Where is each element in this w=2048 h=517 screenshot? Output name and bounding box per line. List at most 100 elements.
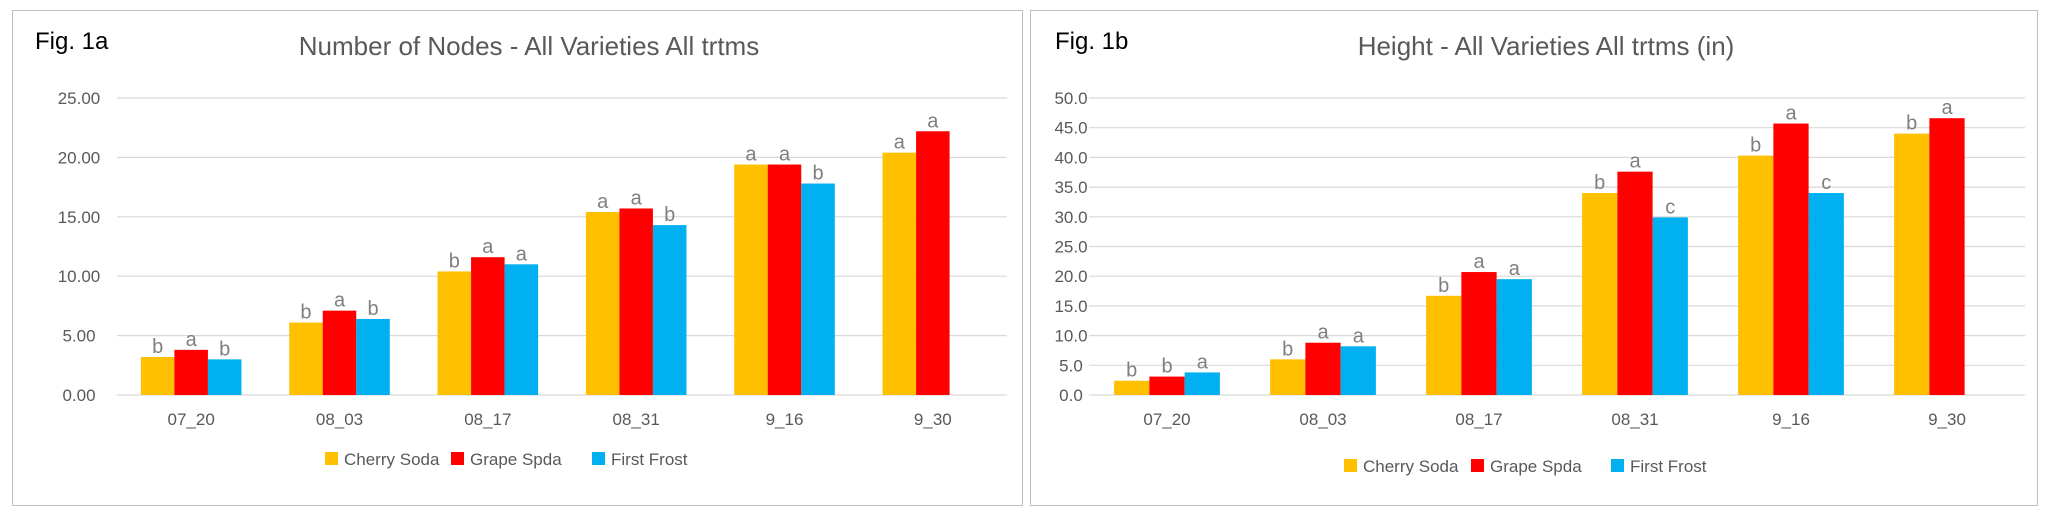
significance-label: a bbox=[597, 191, 609, 213]
significance-label: b bbox=[1750, 135, 1761, 157]
bar-grape-spda bbox=[1305, 342, 1341, 395]
bar-cherry-soda bbox=[1582, 193, 1618, 395]
x-category-label: 9_16 bbox=[1772, 410, 1810, 429]
legend-label: Cherry Soda bbox=[1363, 457, 1459, 476]
significance-label: a bbox=[631, 187, 643, 209]
significance-label: b bbox=[1282, 338, 1293, 360]
bar-cherry-soda bbox=[1114, 380, 1150, 395]
bar-first-frost bbox=[1808, 193, 1844, 395]
bar-cherry-soda bbox=[1426, 295, 1462, 395]
legend-label: Grape Spda bbox=[470, 450, 562, 469]
bar-grape-spda bbox=[916, 131, 950, 395]
y-tick-label: 10.00 bbox=[58, 267, 101, 286]
significance-label: a bbox=[334, 290, 346, 312]
significance-label: a bbox=[1785, 103, 1797, 125]
legend-label: Grape Spda bbox=[1490, 457, 1582, 476]
bar-first-frost bbox=[1184, 372, 1220, 395]
x-category-label: 08_17 bbox=[464, 410, 511, 429]
y-tick-label: 0.0 bbox=[1059, 386, 1083, 405]
legend-swatch bbox=[325, 452, 338, 465]
y-tick-label: 0.00 bbox=[62, 386, 95, 405]
x-category-label: 07_20 bbox=[168, 410, 215, 429]
x-category-label: 9_16 bbox=[766, 410, 804, 429]
significance-label: a bbox=[1509, 258, 1521, 280]
bar-first-frost bbox=[1496, 279, 1532, 395]
significance-label: a bbox=[1629, 151, 1641, 173]
bar-grape-spda bbox=[767, 164, 802, 395]
bar-grape-spda bbox=[1149, 376, 1185, 395]
significance-label: b bbox=[449, 250, 460, 272]
significance-label: b bbox=[300, 302, 311, 324]
significance-label: a bbox=[1941, 97, 1953, 119]
bar-cherry-soda bbox=[734, 164, 768, 395]
y-tick-label: 25.00 bbox=[58, 89, 101, 108]
significance-label: b bbox=[1126, 360, 1137, 382]
bar-first-frost bbox=[801, 183, 835, 395]
legend-swatch bbox=[451, 452, 464, 465]
significance-label: a bbox=[482, 236, 494, 258]
legend-swatch bbox=[1471, 459, 1484, 472]
bar-cherry-soda bbox=[1270, 359, 1306, 395]
significance-label: a bbox=[779, 144, 791, 166]
significance-label: b bbox=[1906, 113, 1917, 135]
significance-label: a bbox=[745, 144, 757, 166]
bar-first-frost bbox=[356, 318, 390, 395]
legend-label: First Frost bbox=[611, 450, 688, 469]
figure-label: Fig. 1b bbox=[1055, 28, 1128, 55]
y-tick-label: 5.0 bbox=[1059, 356, 1083, 375]
significance-label: a bbox=[1197, 351, 1209, 373]
x-category-label: 08_17 bbox=[1455, 410, 1502, 429]
significance-label: c bbox=[1821, 172, 1831, 194]
x-category-label: 07_20 bbox=[1143, 410, 1190, 429]
bar-cherry-soda bbox=[585, 212, 620, 395]
significance-label: b bbox=[219, 338, 230, 360]
y-tick-label: 50.0 bbox=[1054, 89, 1087, 108]
chart-title: Number of Nodes - All Varieties All trtm… bbox=[299, 31, 759, 61]
significance-label: a bbox=[894, 132, 906, 154]
chart-title: Height - All Varieties All trtms (in) bbox=[1358, 31, 1735, 61]
bar-first-frost bbox=[1652, 217, 1688, 395]
significance-label: a bbox=[927, 110, 939, 132]
chart-nodes-svg: Fig. 1a Number of Nodes - All Varieties A… bbox=[35, 28, 1007, 469]
x-category-label: 08_31 bbox=[613, 410, 660, 429]
significance-label: c bbox=[1665, 196, 1675, 218]
y-tick-label: 15.0 bbox=[1054, 297, 1087, 316]
significance-label: a bbox=[1317, 322, 1329, 344]
y-tick-label: 45.0 bbox=[1054, 119, 1087, 138]
chart-height-svg: Fig. 1b Height - All Varieties All trtms … bbox=[1054, 28, 2025, 476]
significance-label: b bbox=[152, 336, 163, 358]
y-tick-label: 40.0 bbox=[1054, 148, 1087, 167]
bar-grape-spda bbox=[1617, 171, 1653, 395]
significance-label: b bbox=[367, 298, 378, 320]
y-tick-label: 30.0 bbox=[1054, 208, 1087, 227]
bar-grape-spda bbox=[471, 257, 505, 395]
bar-grape-spda bbox=[619, 208, 653, 395]
bar-cherry-soda bbox=[1894, 133, 1930, 395]
y-tick-label: 15.00 bbox=[58, 208, 101, 227]
bar-cherry-soda bbox=[140, 356, 175, 395]
y-tick-label: 35.0 bbox=[1054, 178, 1087, 197]
y-tick-label: 5.00 bbox=[62, 327, 95, 346]
bar-grape-spda bbox=[1929, 118, 1965, 396]
y-tick-label: 20.00 bbox=[58, 148, 101, 167]
figure-label: Fig. 1a bbox=[35, 28, 109, 55]
y-tick-label: 25.0 bbox=[1054, 238, 1087, 257]
bar-grape-spda bbox=[1461, 272, 1497, 395]
significance-label: b bbox=[812, 163, 823, 185]
bar-cherry-soda bbox=[437, 271, 472, 395]
legend-swatch bbox=[1344, 459, 1357, 472]
significance-label: b bbox=[1594, 172, 1605, 194]
bar-cherry-soda bbox=[882, 152, 917, 395]
y-tick-label: 20.0 bbox=[1054, 267, 1087, 286]
bar-grape-spda bbox=[322, 310, 357, 395]
bar-cherry-soda bbox=[289, 322, 323, 395]
bar-grape-spda bbox=[1773, 123, 1809, 396]
significance-label: a bbox=[516, 243, 528, 265]
significance-label: b bbox=[664, 204, 675, 226]
significance-label: b bbox=[1438, 275, 1449, 297]
legend-swatch bbox=[592, 452, 605, 465]
significance-label: a bbox=[1353, 325, 1365, 347]
legend-label: Cherry Soda bbox=[344, 450, 440, 469]
x-category-label: 08_03 bbox=[1299, 410, 1346, 429]
bar-grape-spda bbox=[174, 349, 208, 395]
